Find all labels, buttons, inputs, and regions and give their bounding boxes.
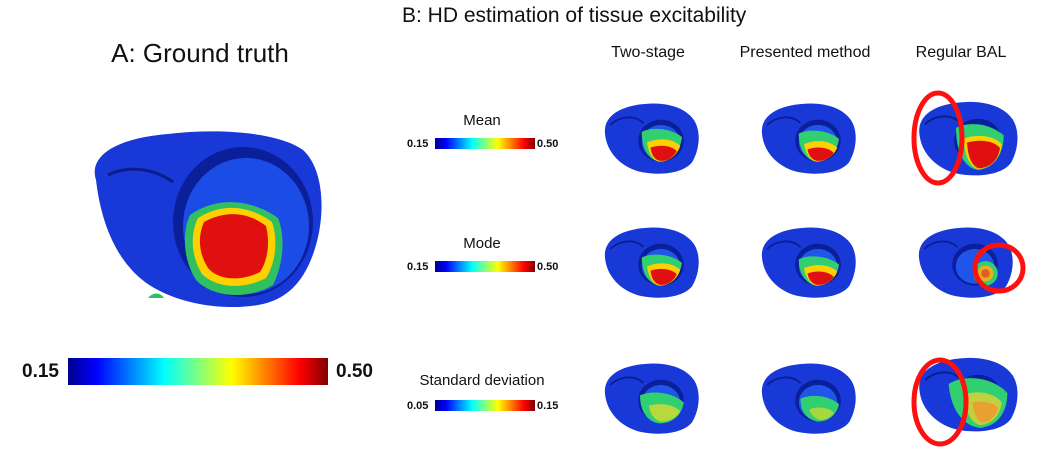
column-header-regular-bal: Regular BAL: [915, 44, 1007, 61]
colorbar-a: [68, 358, 328, 385]
highlight-ellipse-std: [911, 357, 969, 447]
row-label-std: Standard deviation: [419, 372, 545, 389]
colorbar-mean: [435, 138, 535, 149]
colorbar-mean-min: 0.15: [407, 138, 429, 150]
highlight-ellipse-mode: [972, 242, 1026, 294]
ground-truth-heart: [94, 131, 322, 308]
heart-std-two-stage: [598, 358, 703, 438]
heart-mean-presented: [755, 98, 860, 178]
heart-mean-regular-bal: [912, 96, 1022, 180]
heart-mean-two-stage: [598, 98, 703, 178]
highlight-ellipse-mean: [911, 90, 965, 186]
colorbar-a-min: 0.15: [22, 361, 59, 382]
panel-b-title: B: HD estimation of tissue excitability: [402, 4, 747, 27]
row-label-mean: Mean: [463, 112, 501, 129]
colorbar-std: [435, 400, 535, 411]
colorbar-mode-min: 0.15: [407, 261, 429, 273]
column-header-presented-method: Presented method: [739, 44, 871, 61]
colorbar-mode-max: 0.50: [537, 261, 559, 273]
column-header-two-stage: Two-stage: [611, 44, 685, 61]
colorbar-mean-max: 0.50: [537, 138, 559, 150]
colorbar-mode: [435, 261, 535, 272]
heart-mode-presented: [755, 222, 860, 302]
colorbar-std-min: 0.05: [407, 400, 429, 412]
row-label-mode: Mode: [463, 235, 501, 252]
colorbar-std-max: 0.15: [537, 400, 559, 412]
panel-a-title: A: Ground truth: [111, 38, 289, 68]
colorbar-a-max: 0.50: [336, 361, 373, 382]
heart-std-presented: [755, 358, 860, 438]
heart-mode-two-stage: [598, 222, 703, 302]
